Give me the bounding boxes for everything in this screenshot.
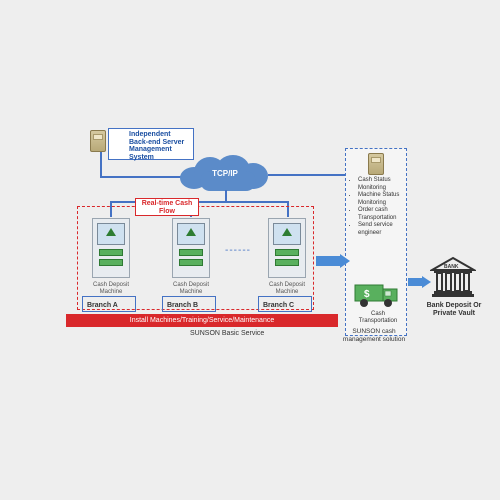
machine-label: Cash Deposit Machine: [88, 282, 134, 295]
solution-label: SUNSON cash management solution: [338, 328, 410, 344]
red-service-bar: Install Machines/Training/Service/Mainte…: [66, 314, 338, 327]
branch-box: Branch B: [162, 296, 216, 312]
svg-text:$: $: [364, 289, 370, 300]
machine-label: Cash Deposit Machine: [264, 282, 310, 295]
bank-icon: BANK: [430, 256, 476, 300]
list-item: Cash Status Monitoring: [358, 177, 404, 192]
list-item: Machine Status Monitoring: [358, 192, 404, 207]
cloud-tcpip: TCP/IP: [180, 155, 270, 193]
right-panel-list: Cash Status Monitoring Machine Status Mo…: [350, 177, 404, 237]
connector: [100, 176, 184, 178]
diagram-canvas: Independent Back-end Server Management S…: [0, 0, 500, 500]
arrowhead-icon: [340, 254, 350, 268]
cash-deposit-machine: [172, 218, 210, 278]
branch-box: Branch A: [82, 296, 136, 312]
connector: [268, 174, 346, 176]
svg-text:BANK: BANK: [444, 264, 459, 270]
cash-deposit-machine: [268, 218, 306, 278]
connector: [100, 152, 102, 177]
doc-icon: [368, 153, 384, 175]
cloud-label: TCP/IP: [180, 169, 270, 178]
truck-label: Cash Transportation: [352, 311, 404, 325]
cash-truck-icon: $: [354, 281, 400, 309]
basic-service-label: SUNSON Basic Service: [190, 330, 264, 337]
realtime-label: Real-time Cash Flow: [135, 198, 199, 216]
machine-label: Cash Deposit Machine: [168, 282, 214, 295]
cash-deposit-machine: [92, 218, 130, 278]
arrow-to-truck: [316, 256, 342, 266]
bank-label: Bank Deposit Or Private Vault: [426, 302, 482, 319]
dots: ------: [225, 245, 251, 256]
right-panel: Cash Status Monitoring Machine Status Mo…: [345, 148, 407, 336]
server-icon: [90, 130, 106, 152]
list-item: Order cash Transportation: [358, 207, 404, 222]
branch-box: Branch C: [258, 296, 312, 312]
list-item: Send service engineer: [358, 222, 404, 237]
